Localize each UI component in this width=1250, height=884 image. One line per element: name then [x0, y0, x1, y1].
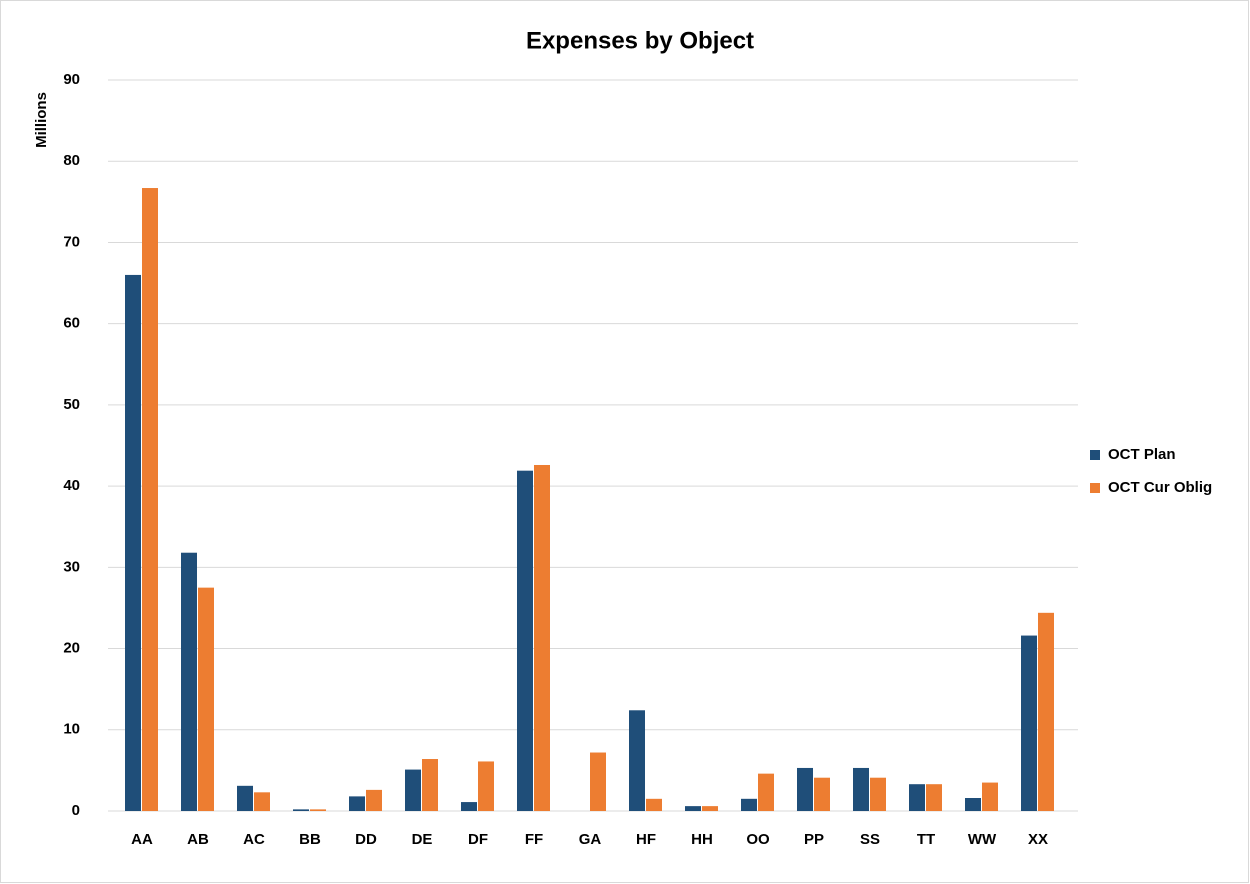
x-tick-label: DD — [355, 831, 377, 848]
x-tick-label: AC — [243, 831, 265, 848]
y-tick-label: 20 — [63, 640, 80, 657]
bar — [125, 274, 141, 811]
y-axis-label: Millions — [33, 92, 50, 148]
x-tick-label: DE — [412, 831, 433, 848]
y-tick-label: 50 — [63, 396, 80, 413]
bar — [198, 587, 214, 811]
bar — [965, 798, 981, 811]
y-tick-label: 70 — [63, 233, 80, 250]
y-tick-label: 90 — [63, 71, 80, 88]
y-tick-label: 30 — [63, 558, 80, 575]
x-tick-label: OO — [746, 831, 770, 848]
bar — [797, 767, 813, 811]
y-tick-label: 80 — [63, 152, 80, 169]
y-tick-label: 10 — [63, 721, 80, 738]
bar — [853, 767, 869, 811]
bar — [237, 785, 253, 811]
bar — [685, 806, 701, 811]
x-tick-label: HF — [636, 831, 656, 848]
bar — [461, 802, 477, 811]
bar — [310, 809, 326, 811]
bar — [870, 777, 886, 811]
bar — [814, 777, 830, 811]
x-tick-label: DF — [468, 831, 488, 848]
y-tick-label: 60 — [63, 315, 80, 332]
bar — [517, 470, 533, 811]
bar — [758, 773, 774, 811]
x-tick-label: HH — [691, 831, 713, 848]
legend-swatch — [1090, 450, 1100, 460]
bar — [366, 789, 382, 811]
bar — [926, 784, 942, 811]
bar — [982, 782, 998, 811]
x-tick-label: SS — [860, 831, 880, 848]
x-tick-label: AA — [131, 831, 153, 848]
x-tick-label: BB — [299, 831, 321, 848]
bar — [349, 796, 365, 811]
bar — [1038, 612, 1054, 811]
y-tick-label: 40 — [63, 477, 80, 494]
bar — [422, 759, 438, 811]
bar — [405, 769, 421, 811]
x-tick-label: TT — [917, 831, 935, 848]
legend-swatch — [1090, 483, 1100, 493]
bar — [646, 798, 662, 811]
bar — [254, 792, 270, 811]
bar — [590, 752, 606, 811]
x-tick-label: XX — [1028, 831, 1048, 848]
x-tick-label: PP — [804, 831, 824, 848]
bar — [629, 710, 645, 811]
legend-label: OCT Plan — [1108, 446, 1176, 463]
bar — [702, 806, 718, 811]
bar — [142, 188, 158, 811]
x-tick-label: GA — [579, 831, 602, 848]
x-tick-label: AB — [187, 831, 209, 848]
bar — [478, 761, 494, 811]
y-tick-label: 0 — [72, 802, 80, 819]
chart-title: Expenses by Object — [526, 27, 754, 54]
bar — [293, 809, 309, 811]
bar — [534, 464, 550, 811]
bar — [1021, 635, 1037, 811]
bar — [181, 552, 197, 811]
x-tick-label: WW — [968, 831, 997, 848]
legend-label: OCT Cur Oblig — [1108, 479, 1212, 496]
x-tick-label: FF — [525, 831, 543, 848]
bar — [909, 784, 925, 811]
bar — [741, 798, 757, 811]
